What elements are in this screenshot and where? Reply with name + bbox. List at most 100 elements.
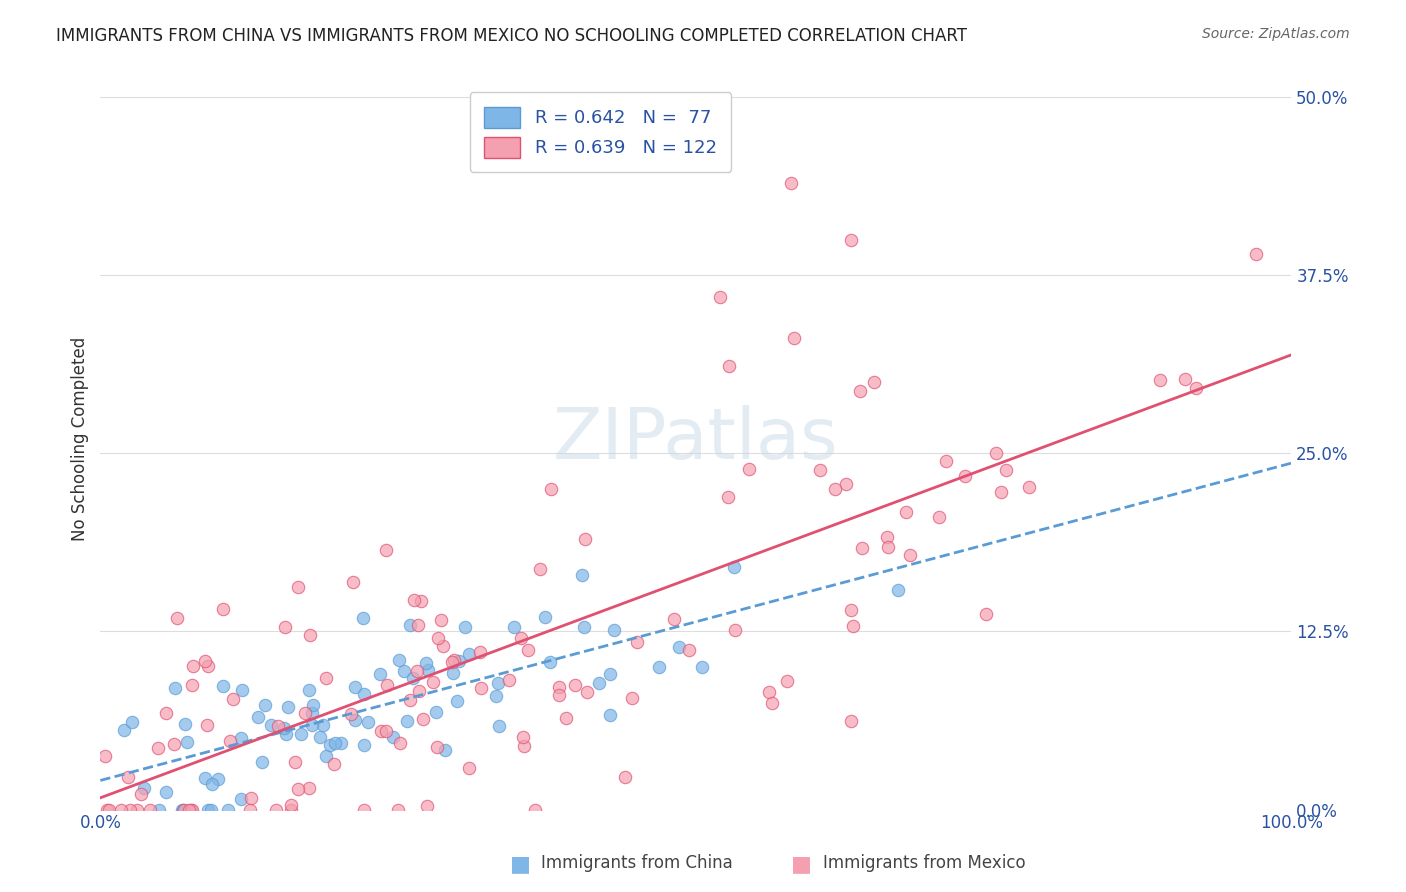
Point <box>388 653 411 667</box>
Point <box>576 685 599 699</box>
Point <box>170 803 193 817</box>
Point <box>574 532 596 546</box>
Point <box>709 289 731 303</box>
Point <box>344 680 367 694</box>
Point <box>212 602 235 616</box>
Point <box>273 722 295 736</box>
Point <box>470 681 492 696</box>
Point <box>173 803 195 817</box>
Point <box>387 803 409 817</box>
Point <box>620 691 643 706</box>
Point <box>441 666 464 681</box>
Point <box>839 233 862 247</box>
Point <box>928 510 950 524</box>
Point <box>405 665 427 679</box>
Point <box>824 483 846 497</box>
Point <box>280 803 302 817</box>
Point <box>724 623 747 637</box>
Point <box>588 675 610 690</box>
Point <box>599 667 621 681</box>
Point <box>176 734 198 748</box>
Point <box>399 618 422 632</box>
Point <box>524 803 547 817</box>
Point <box>409 594 432 608</box>
Point <box>887 583 910 598</box>
Text: ■: ■ <box>510 855 530 874</box>
Point <box>990 485 1012 500</box>
Point <box>426 740 449 755</box>
Point <box>446 694 468 708</box>
Point <box>509 631 531 645</box>
Point <box>427 631 450 645</box>
Point <box>647 660 669 674</box>
Point <box>298 780 321 795</box>
Point <box>412 712 434 726</box>
Point <box>264 803 287 817</box>
Point <box>322 756 344 771</box>
Point <box>222 692 245 706</box>
Point <box>217 803 239 817</box>
Point <box>402 593 425 607</box>
Point <box>547 680 569 694</box>
Point <box>298 628 321 642</box>
Point <box>516 643 538 657</box>
Point <box>718 359 741 373</box>
Point <box>513 739 536 753</box>
Point <box>290 727 312 741</box>
Point <box>863 375 886 389</box>
Point <box>839 714 862 728</box>
Point <box>194 772 217 786</box>
Point <box>218 734 240 748</box>
Point <box>375 678 398 692</box>
Point <box>894 506 917 520</box>
Point <box>470 645 492 659</box>
Point <box>738 462 761 476</box>
Point <box>538 656 561 670</box>
Point <box>415 657 437 671</box>
Point <box>118 803 141 817</box>
Point <box>246 710 269 724</box>
Point <box>342 574 364 589</box>
Point <box>110 803 132 817</box>
Point <box>173 716 195 731</box>
Point <box>761 696 783 710</box>
Point <box>315 748 337 763</box>
Point <box>458 761 481 775</box>
Point <box>302 698 325 713</box>
Y-axis label: No Schooling Completed: No Schooling Completed <box>72 337 89 541</box>
Point <box>534 609 557 624</box>
Point <box>458 647 481 661</box>
Point <box>512 731 534 745</box>
Point <box>294 706 316 721</box>
Point <box>690 660 713 674</box>
Point <box>139 803 162 817</box>
Point <box>488 718 510 732</box>
Point <box>163 681 186 695</box>
Point <box>211 679 233 693</box>
Point <box>664 612 686 626</box>
Point <box>416 799 439 814</box>
Point <box>121 714 143 729</box>
Point <box>808 463 831 477</box>
Point <box>440 655 463 669</box>
Point <box>287 782 309 797</box>
Point <box>425 705 447 719</box>
Point <box>177 803 200 817</box>
Point <box>231 683 253 698</box>
Point <box>166 611 188 625</box>
Point <box>668 640 690 654</box>
Point <box>197 659 219 673</box>
Point <box>851 541 873 556</box>
Point <box>319 738 342 752</box>
Point <box>399 692 422 706</box>
Point <box>408 618 430 632</box>
Point <box>388 736 411 750</box>
Point <box>758 685 780 699</box>
Text: Immigrants from China: Immigrants from China <box>541 855 733 872</box>
Point <box>572 620 595 634</box>
Point <box>984 446 1007 460</box>
Point <box>876 530 898 544</box>
Point <box>284 755 307 769</box>
Point <box>172 803 194 817</box>
Point <box>678 643 700 657</box>
